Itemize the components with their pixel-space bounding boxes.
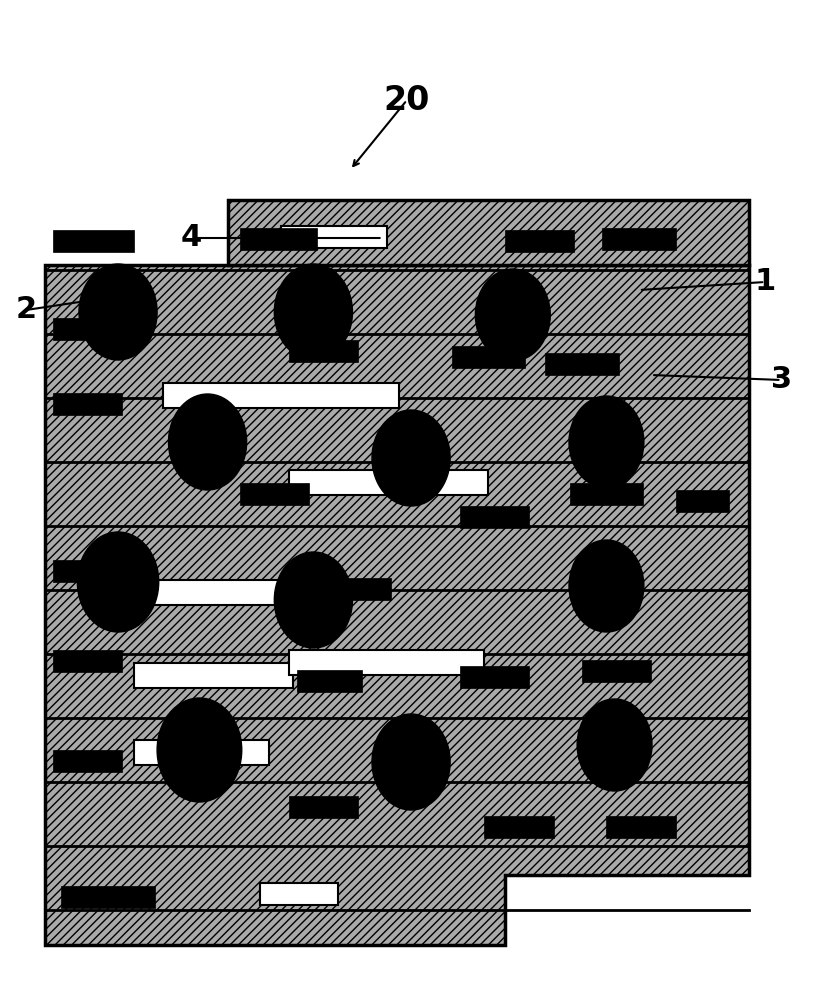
Bar — [281, 226, 387, 248]
Bar — [289, 340, 358, 362]
Bar — [602, 228, 676, 250]
Bar — [61, 886, 155, 908]
Bar — [240, 228, 317, 250]
Bar — [676, 490, 729, 512]
Text: 3: 3 — [771, 365, 792, 394]
Bar — [289, 650, 484, 675]
Bar — [240, 483, 309, 505]
Bar — [134, 663, 293, 688]
Circle shape — [577, 699, 652, 791]
Circle shape — [168, 394, 247, 490]
Bar — [322, 578, 391, 600]
Bar — [53, 318, 122, 340]
Bar — [452, 346, 525, 368]
Bar — [606, 816, 676, 838]
Circle shape — [569, 396, 644, 488]
Bar — [505, 230, 574, 252]
Circle shape — [475, 269, 550, 361]
Circle shape — [79, 264, 157, 360]
Bar — [545, 353, 619, 375]
Bar — [163, 383, 399, 408]
Text: 1: 1 — [755, 267, 776, 296]
Circle shape — [569, 540, 644, 632]
Bar — [289, 796, 358, 818]
Bar — [297, 670, 362, 692]
Bar — [460, 666, 529, 688]
Circle shape — [77, 532, 159, 632]
Bar — [53, 750, 122, 772]
Bar — [570, 483, 643, 505]
Bar — [134, 740, 269, 765]
Bar — [460, 506, 529, 528]
Bar — [260, 883, 338, 905]
Circle shape — [274, 552, 352, 648]
Bar — [228, 200, 749, 265]
Circle shape — [274, 264, 352, 360]
Circle shape — [372, 410, 450, 506]
Circle shape — [372, 714, 450, 810]
Bar — [484, 816, 554, 838]
Bar — [53, 650, 122, 672]
Bar — [53, 560, 122, 582]
Text: 2: 2 — [15, 296, 37, 324]
Circle shape — [157, 698, 242, 802]
Bar — [582, 660, 651, 682]
Polygon shape — [45, 265, 749, 945]
Text: 20: 20 — [384, 84, 430, 116]
Bar — [289, 470, 488, 495]
Bar — [53, 230, 134, 252]
Bar — [130, 580, 317, 605]
Text: 4: 4 — [181, 224, 202, 252]
Bar — [53, 393, 122, 415]
